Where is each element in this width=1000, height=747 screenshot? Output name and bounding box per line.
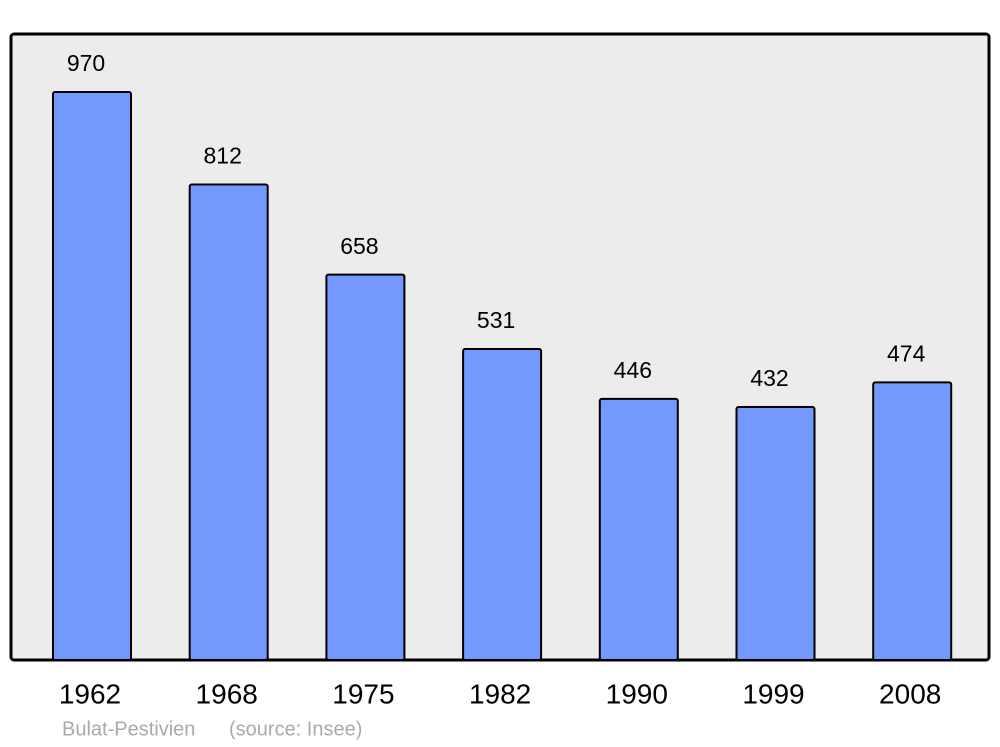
bar (872, 381, 953, 661)
bar (598, 397, 679, 661)
x-tick-label: 1968 (196, 678, 258, 709)
bar (735, 406, 816, 661)
value-label: 432 (750, 365, 788, 391)
x-tick-label: 1990 (606, 678, 668, 709)
x-tick-label: 2008 (879, 678, 941, 709)
value-label: 474 (887, 341, 926, 367)
source-note: (source: Insee) (229, 718, 362, 740)
x-tick-label: 1962 (59, 678, 121, 709)
bar (52, 90, 132, 661)
value-label: 446 (614, 357, 652, 383)
bar (462, 348, 543, 661)
value-label: 970 (67, 50, 105, 76)
x-tick-label: 1982 (469, 678, 531, 709)
bar (188, 183, 269, 662)
value-label: 658 (340, 233, 378, 259)
value-label: 531 (477, 307, 515, 333)
x-tick-label: 1975 (332, 678, 394, 709)
chart-title: Bulat-Pestivien (62, 718, 195, 740)
x-tick-label: 1999 (742, 678, 804, 709)
bar (325, 273, 406, 661)
value-label: 812 (204, 143, 242, 169)
